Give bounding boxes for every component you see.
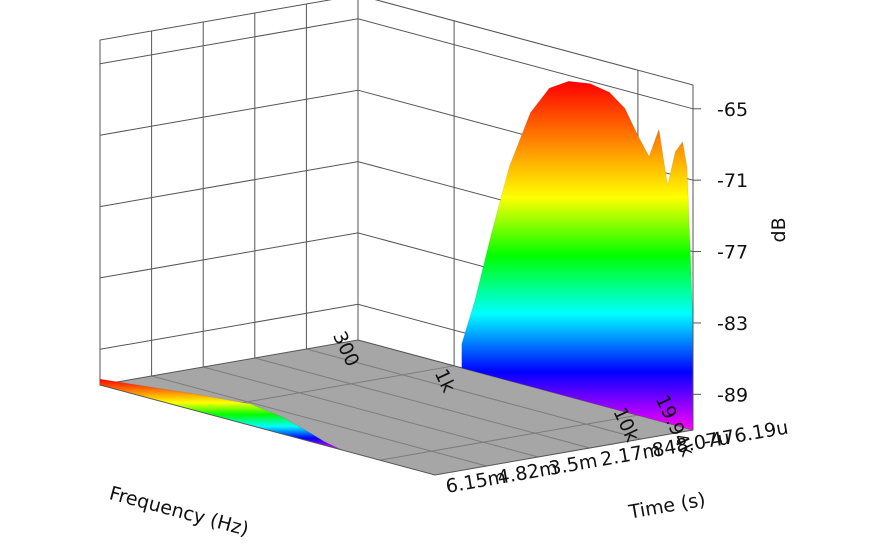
spectrum-surface — [461, 81, 693, 431]
db-tick-label: -77 — [717, 242, 748, 264]
floor-plane — [100, 340, 693, 475]
left-wall — [99, 0, 359, 386]
surface-layer — [99, 80, 694, 451]
floor-layer — [100, 340, 693, 475]
spectrum-surface — [100, 379, 342, 450]
db-axis-title: dB — [768, 217, 790, 242]
front-edge-layer — [99, 85, 694, 476]
frequency-axis-title: Frequency (Hz) — [107, 482, 251, 540]
db-gridline — [99, 18, 694, 110]
db-tick-label: -83 — [717, 313, 748, 335]
floor-gridline — [379, 414, 638, 461]
db-tick-label: -65 — [717, 99, 748, 121]
floor-front-edge — [99, 384, 694, 476]
spectrum-ridge — [99, 378, 343, 451]
db-tick-label: -71 — [717, 170, 748, 192]
time-axis-title: Time (s) — [626, 489, 707, 524]
db-tick-label: -89 — [717, 384, 748, 406]
spectrum-ridge — [461, 80, 694, 345]
